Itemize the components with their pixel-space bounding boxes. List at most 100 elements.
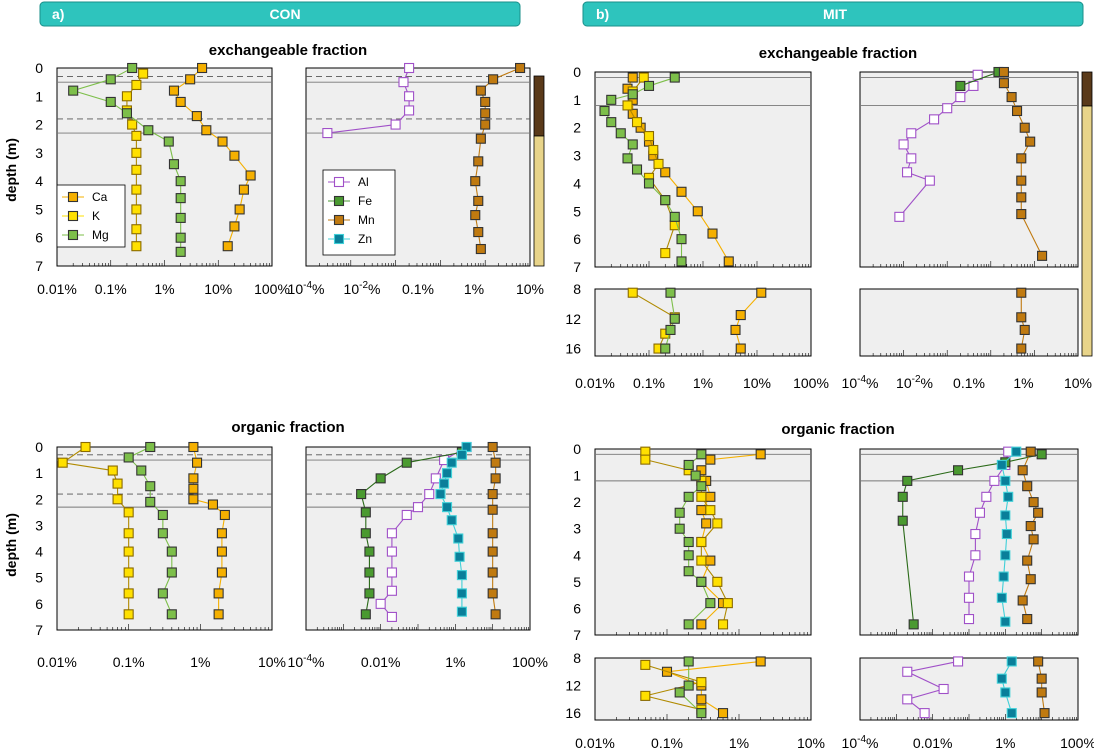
y-tick-label: 6 — [573, 600, 581, 616]
data-point-mg — [676, 256, 687, 267]
data-point-zn — [454, 551, 465, 562]
data-point-k — [131, 241, 142, 252]
data-point-mn — [998, 66, 1009, 78]
x-tick-label: 10-2% — [896, 374, 933, 391]
x-tick-label: 10-4% — [842, 374, 879, 391]
data-point-mn — [1016, 312, 1027, 323]
data-point-fe — [953, 465, 964, 476]
data-point-zn — [442, 502, 453, 513]
soil-bar-mit-dark — [1081, 71, 1093, 107]
x-tick-label: 10% — [797, 735, 825, 751]
data-point-fe — [360, 507, 371, 518]
data-point-al — [902, 167, 913, 178]
y-tick-label: 0 — [35, 439, 43, 455]
x-tick-label: 0.01% — [37, 281, 77, 297]
y-tick-label: 4 — [35, 173, 43, 189]
data-point-ca — [234, 204, 245, 215]
title-con-organic: organic fraction — [231, 419, 344, 436]
y-axis-title-exchangeable: depth (m) — [3, 138, 19, 202]
data-point-ca — [216, 528, 227, 539]
data-point-mg — [643, 178, 655, 189]
banner-con-label: CON — [269, 6, 300, 22]
data-point-ca — [627, 72, 638, 83]
data-point-k — [123, 507, 134, 518]
series-line-k — [645, 664, 704, 711]
y-tick-label: 4 — [35, 544, 43, 560]
data-point-k — [57, 457, 68, 468]
data-point-mn — [1039, 708, 1050, 719]
x-tick-label: 10% — [516, 281, 544, 297]
data-point-mg — [68, 85, 79, 96]
data-point-ca — [755, 656, 766, 667]
data-point-ca — [191, 111, 202, 122]
y-tick-label: 7 — [35, 622, 43, 638]
data-point-k — [640, 690, 651, 701]
x-tick-label: 1% — [729, 735, 749, 751]
data-point-mn — [1022, 555, 1033, 566]
data-point-zn — [996, 673, 1007, 684]
data-point-ca — [245, 170, 256, 181]
data-point-mg — [166, 567, 177, 578]
series-line-mn — [1037, 661, 1046, 714]
x-tick-label: 0.1% — [633, 375, 665, 391]
data-point-ca — [723, 256, 734, 267]
data-point-fe — [1036, 449, 1047, 460]
data-point-ca — [185, 74, 196, 85]
data-point-ca — [755, 449, 766, 460]
data-point-mn — [1016, 192, 1027, 203]
y-tick-label: 6 — [35, 596, 43, 612]
panel-con-org-left: 0 1 2 3 4 5 6 7 0.01% 0.1% 1% 10% — [35, 439, 286, 670]
data-point-mn — [480, 108, 491, 119]
data-point-mn — [487, 588, 498, 599]
data-point-mn — [515, 62, 526, 74]
data-point-ca — [188, 494, 199, 505]
series-line-mg — [664, 292, 676, 349]
data-point-ca — [219, 509, 230, 521]
data-point-zn — [1000, 616, 1011, 627]
data-point-zn — [456, 570, 467, 581]
data-point-mn — [1019, 324, 1030, 335]
data-point-mg — [157, 528, 168, 539]
panel-mit-org-right — [859, 446, 1079, 636]
data-point-mn — [490, 457, 501, 468]
data-point-ca — [216, 567, 227, 578]
data-point-zn — [456, 606, 467, 617]
data-point-zn — [453, 533, 464, 544]
data-point-mn — [487, 528, 498, 539]
data-point-mg — [696, 576, 707, 587]
data-point-zn — [998, 571, 1009, 582]
data-point-ca — [229, 221, 240, 232]
data-point-mn — [1028, 534, 1039, 545]
y-tick-label: 6 — [573, 231, 581, 247]
data-point-k — [138, 68, 149, 79]
data-point-ca — [660, 167, 671, 178]
data-point-zn — [1006, 656, 1017, 667]
data-point-k — [640, 454, 651, 465]
data-point-mg — [157, 588, 168, 599]
data-point-fe — [360, 609, 371, 620]
data-point-k — [638, 72, 649, 83]
data-point-mg — [683, 459, 694, 470]
data-point-mn — [1019, 122, 1030, 133]
title-mit-organic: organic fraction — [781, 421, 894, 438]
data-point-k — [696, 491, 707, 502]
y-tick-label: 2 — [35, 117, 43, 133]
x-tick-label: 1% — [693, 375, 713, 391]
data-point-ca — [735, 343, 746, 354]
data-point-zn — [1000, 550, 1011, 561]
data-point-ca — [197, 62, 208, 74]
data-point-ca — [201, 125, 212, 136]
soil-bar-con-light — [533, 135, 545, 267]
legend-marker-al — [333, 176, 345, 188]
data-point-al — [386, 567, 397, 578]
data-point-zn — [456, 449, 467, 460]
data-point-mg — [665, 324, 676, 335]
data-point-al — [981, 491, 992, 502]
series-line-zn — [1001, 661, 1013, 714]
data-point-mn — [475, 243, 486, 255]
data-point-k — [112, 494, 123, 505]
series-line-ca — [734, 292, 762, 349]
data-point-mn — [1016, 209, 1027, 220]
data-point-mn — [1025, 574, 1036, 585]
data-point-mg — [660, 195, 671, 206]
